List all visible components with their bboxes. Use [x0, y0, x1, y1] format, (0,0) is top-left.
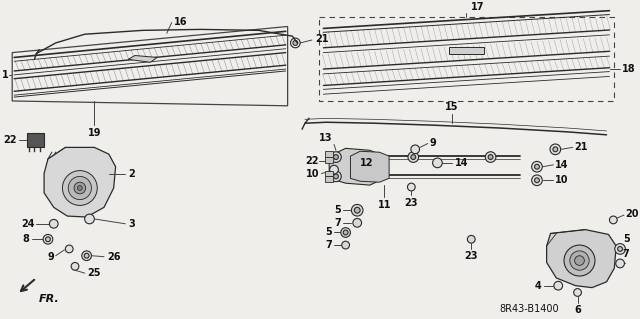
Circle shape — [353, 219, 362, 227]
Text: 9: 9 — [47, 252, 54, 262]
Circle shape — [534, 164, 540, 169]
Circle shape — [485, 152, 496, 162]
Circle shape — [330, 165, 339, 174]
Circle shape — [49, 219, 58, 228]
Circle shape — [534, 178, 540, 183]
Text: 10: 10 — [556, 175, 569, 185]
Circle shape — [84, 253, 89, 258]
Polygon shape — [547, 230, 616, 288]
Circle shape — [616, 259, 625, 268]
Text: 7: 7 — [334, 218, 340, 228]
Text: 4: 4 — [535, 281, 542, 291]
Circle shape — [291, 38, 300, 48]
Circle shape — [68, 176, 92, 200]
Circle shape — [615, 244, 625, 254]
Circle shape — [532, 161, 542, 172]
Text: 7: 7 — [622, 249, 628, 259]
Circle shape — [411, 145, 420, 154]
Text: 20: 20 — [625, 209, 639, 219]
Text: 13: 13 — [319, 133, 332, 143]
Circle shape — [408, 152, 419, 162]
Text: 22: 22 — [305, 156, 319, 166]
Text: 3: 3 — [128, 219, 135, 229]
Text: 8: 8 — [22, 234, 29, 244]
Text: 19: 19 — [88, 128, 101, 138]
Bar — [325, 157, 333, 163]
Text: 16: 16 — [173, 17, 187, 27]
Circle shape — [340, 228, 351, 237]
Text: 21: 21 — [316, 34, 329, 44]
Text: 2: 2 — [128, 168, 135, 179]
Circle shape — [532, 175, 542, 186]
Polygon shape — [449, 47, 484, 54]
Circle shape — [331, 171, 341, 182]
Circle shape — [331, 152, 341, 162]
Text: 7: 7 — [325, 240, 332, 250]
Circle shape — [408, 183, 415, 191]
Text: 24: 24 — [21, 219, 35, 229]
Text: 14: 14 — [455, 158, 468, 168]
Text: 17: 17 — [471, 2, 484, 12]
Circle shape — [570, 251, 589, 270]
Text: 9: 9 — [429, 137, 436, 148]
Text: 18: 18 — [622, 64, 636, 74]
Circle shape — [65, 245, 73, 253]
Text: 25: 25 — [88, 268, 101, 278]
Circle shape — [553, 147, 557, 152]
Circle shape — [411, 155, 416, 160]
Circle shape — [573, 289, 581, 296]
Circle shape — [355, 207, 360, 213]
Circle shape — [343, 230, 348, 235]
Circle shape — [433, 158, 442, 168]
Text: 5: 5 — [623, 234, 630, 244]
Circle shape — [488, 155, 493, 160]
Text: 1: 1 — [1, 70, 8, 80]
Circle shape — [77, 186, 83, 190]
Circle shape — [618, 247, 623, 251]
Text: FR.: FR. — [38, 294, 59, 304]
Text: 12: 12 — [360, 158, 374, 168]
Circle shape — [293, 41, 298, 45]
Text: 23: 23 — [465, 251, 478, 261]
Bar — [325, 151, 333, 157]
Text: 6: 6 — [574, 305, 581, 315]
Circle shape — [564, 245, 595, 276]
Circle shape — [82, 251, 92, 261]
Polygon shape — [329, 148, 384, 185]
Polygon shape — [128, 56, 157, 62]
Text: 5: 5 — [334, 205, 340, 215]
Text: 23: 23 — [404, 198, 418, 208]
Text: 21: 21 — [575, 142, 588, 152]
Circle shape — [467, 235, 475, 243]
FancyBboxPatch shape — [27, 133, 44, 147]
Text: 15: 15 — [445, 101, 459, 112]
Circle shape — [351, 204, 363, 216]
Bar — [325, 176, 333, 182]
Text: 22: 22 — [4, 135, 17, 145]
Circle shape — [84, 214, 94, 224]
Circle shape — [342, 241, 349, 249]
Circle shape — [550, 144, 561, 155]
Text: 11: 11 — [378, 200, 391, 210]
Circle shape — [554, 281, 563, 290]
Bar — [325, 171, 333, 176]
Circle shape — [609, 216, 617, 224]
Circle shape — [74, 182, 86, 194]
Text: 8R43-B1400: 8R43-B1400 — [499, 304, 559, 314]
Circle shape — [71, 263, 79, 270]
Circle shape — [575, 256, 584, 265]
Circle shape — [333, 174, 339, 179]
Text: 26: 26 — [107, 252, 120, 262]
Circle shape — [333, 155, 339, 160]
Polygon shape — [44, 147, 116, 217]
Text: 10: 10 — [306, 169, 319, 180]
Circle shape — [45, 237, 51, 242]
Text: 14: 14 — [556, 160, 569, 170]
Circle shape — [63, 171, 97, 205]
Circle shape — [43, 234, 52, 244]
Text: 5: 5 — [325, 227, 332, 238]
Polygon shape — [351, 151, 389, 182]
